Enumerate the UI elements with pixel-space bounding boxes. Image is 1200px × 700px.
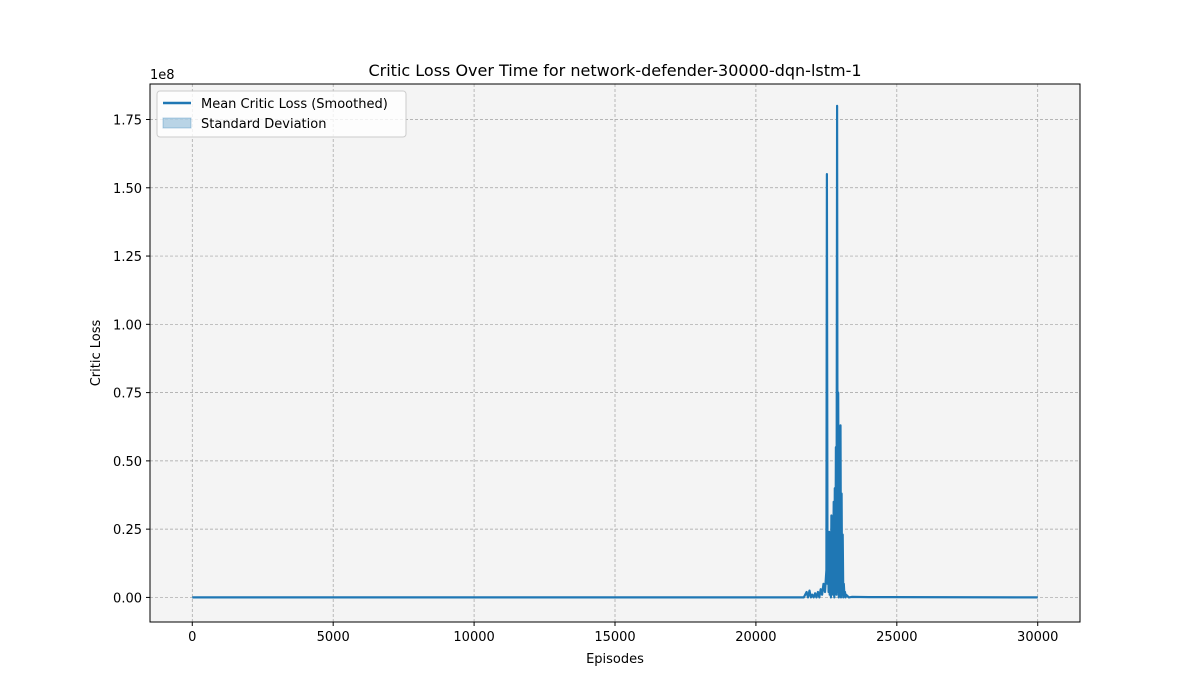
mean-critic-loss-line (192, 104, 1038, 599)
chart-title: Critic Loss Over Time for network-defend… (368, 61, 861, 80)
x-tick-label: 5000 (317, 630, 350, 645)
x-tick-label: 15000 (594, 630, 635, 645)
y-tick-label: 1.25 (113, 250, 142, 265)
y-tick-label: 0.75 (113, 387, 142, 402)
x-tick-label: 25000 (876, 630, 917, 645)
legend-box (156, 90, 407, 138)
y-scale-offset-label: 1e8 (150, 68, 175, 83)
legend: Mean Critic Loss (Smoothed) Standard Dev… (156, 90, 407, 138)
y-tick-label: 0.50 (113, 455, 142, 470)
legend-fill-swatch (162, 117, 192, 129)
legend-entry-mean: Mean Critic Loss (Smoothed) (201, 97, 388, 112)
tick-marks: 0 5000 10000 15000 20000 25000 30000 0.00 0.25 0.… (113, 114, 1058, 645)
x-tick-label: 30000 (1017, 630, 1058, 645)
y-tick-label: 1.00 (113, 318, 142, 333)
plot-area (150, 84, 1080, 622)
legend-entry-std: Standard Deviation (201, 117, 326, 132)
y-tick-label: 0.00 (113, 591, 142, 606)
y-tick-label: 0.25 (113, 523, 142, 538)
x-tick-label: 0 (188, 630, 196, 645)
x-tick-label: 20000 (735, 630, 776, 645)
y-tick-label: 1.50 (113, 182, 142, 197)
y-axis-label: Critic Loss (89, 320, 104, 387)
x-tick-label: 10000 (453, 630, 494, 645)
x-axis-label: Episodes (586, 652, 644, 667)
series-layer (192, 104, 1038, 599)
y-tick-label: 1.75 (113, 114, 142, 129)
